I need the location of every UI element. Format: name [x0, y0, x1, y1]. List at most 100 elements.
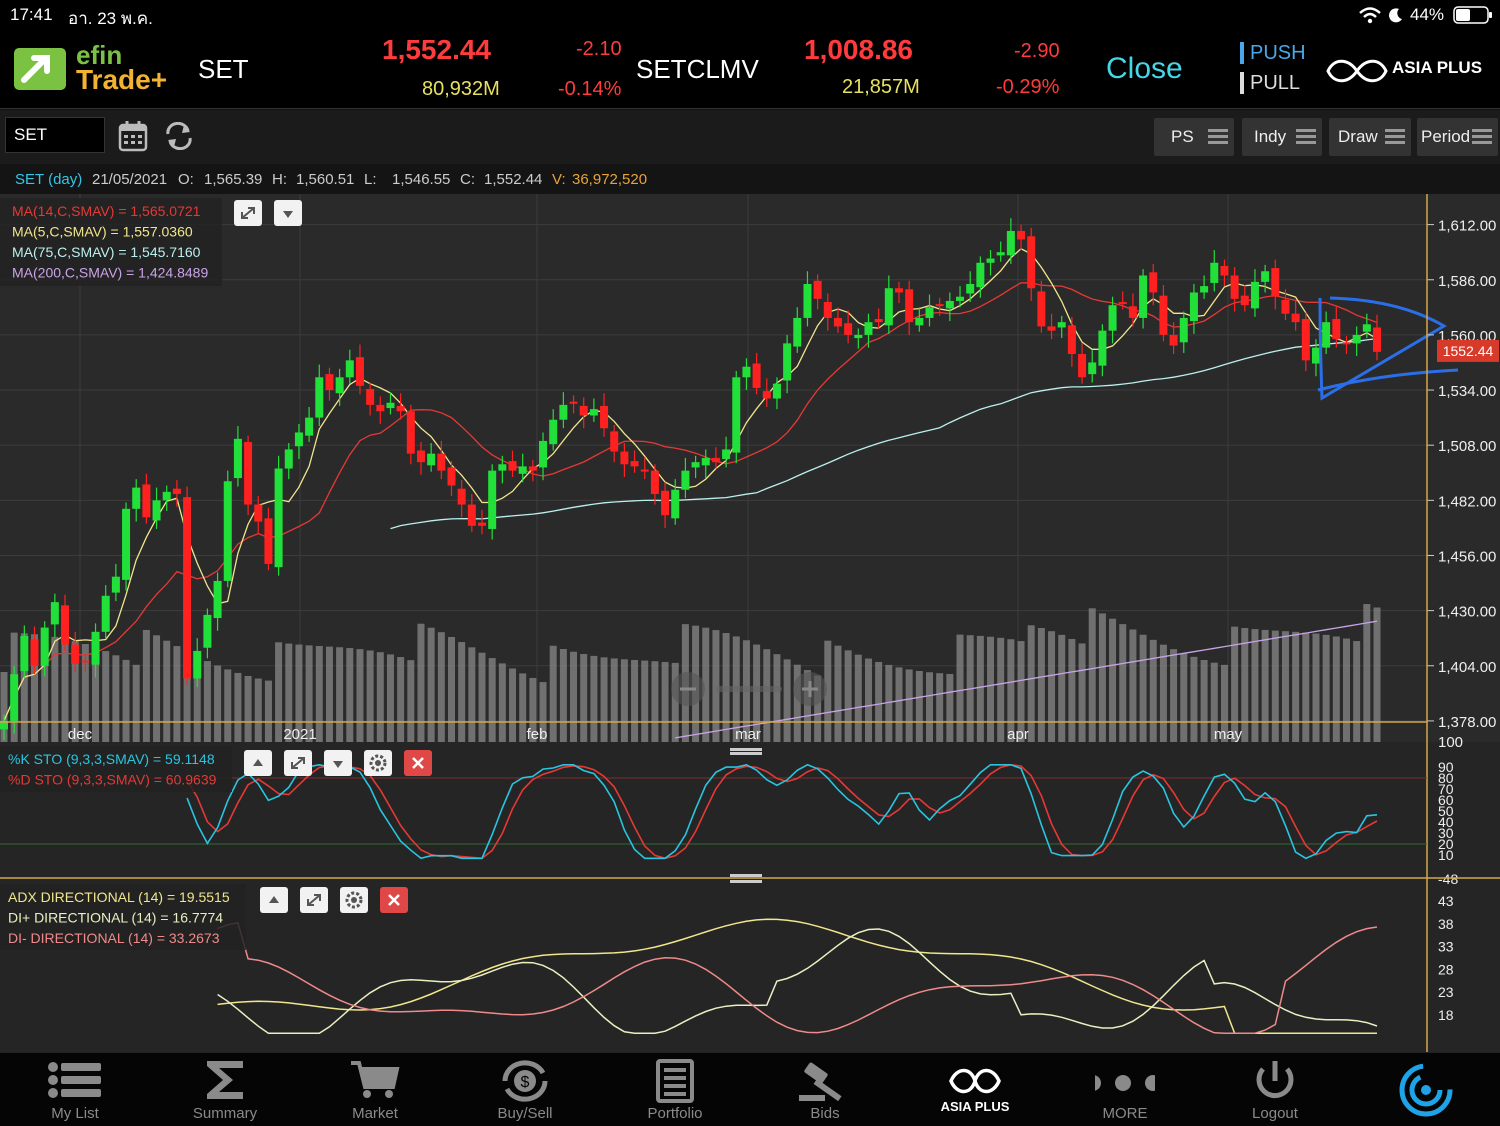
- adx-line: [217, 918, 1377, 1034]
- volume-bar: [529, 677, 537, 742]
- push-label[interactable]: PUSH: [1250, 42, 1306, 64]
- list-icon: [48, 1062, 101, 1098]
- ma-legend-item: MA(200,C,SMAV) = 1,424.8489: [12, 265, 208, 281]
- volume-bar: [590, 655, 598, 742]
- indy-button[interactable]: Indy: [1242, 118, 1322, 156]
- expand-main-button[interactable]: [234, 200, 262, 226]
- pull-label[interactable]: PULL: [1250, 72, 1301, 94]
- sto-up-button[interactable]: [244, 750, 272, 776]
- candle-body: [386, 402, 395, 409]
- volume-bar: [498, 663, 506, 742]
- sto-k-line: [186, 763, 1378, 860]
- symbol-input[interactable]: [5, 117, 105, 153]
- volume-bar: [519, 673, 527, 742]
- ps-button[interactable]: PS: [1154, 118, 1234, 156]
- broker-logo-text: ASIA PLUS: [1392, 58, 1483, 77]
- candle-body: [966, 283, 975, 294]
- refresh-icon[interactable]: [164, 122, 194, 150]
- candle-body: [193, 650, 202, 679]
- candle-body: [132, 487, 141, 509]
- sto-down-button[interactable]: [324, 750, 352, 776]
- period-button[interactable]: Period: [1417, 118, 1498, 156]
- wifi-icon: [1359, 7, 1381, 24]
- volume-bar: [763, 649, 771, 742]
- volume-bar: [346, 648, 354, 742]
- nav-asia-plus[interactable]: ASIA PLUS: [900, 1053, 1050, 1126]
- nav-bids[interactable]: Bids: [750, 1053, 900, 1126]
- volume-bar: [987, 636, 995, 742]
- volume-bar: [1363, 604, 1371, 742]
- ma-legend-item: MA(5,C,SMAV) = 1,557.0360: [12, 224, 193, 240]
- ohlc-high: 1,560.51: [296, 171, 355, 188]
- volume-bar: [41, 635, 49, 742]
- nav-portfolio[interactable]: Portfolio: [600, 1053, 750, 1126]
- candle-body: [1067, 325, 1076, 354]
- cart-icon: [351, 1061, 400, 1098]
- zoom-controls[interactable]: [671, 672, 827, 706]
- nav-more[interactable]: MORE: [1050, 1053, 1200, 1126]
- volume-bar: [1200, 659, 1208, 742]
- draw-button[interactable]: Draw: [1329, 118, 1411, 156]
- candle-body: [213, 580, 222, 619]
- candle-body: [539, 440, 548, 468]
- price-tick-label: 1,482.00: [1438, 493, 1496, 510]
- candle-body: [162, 491, 171, 501]
- adx-legend-item: ADX DIRECTIONAL (14) = 19.5515: [8, 889, 230, 905]
- volume-bar: [1027, 625, 1035, 742]
- candle-body: [91, 631, 100, 665]
- adx-background: [0, 880, 1500, 1052]
- ma-200-line: [675, 620, 1378, 739]
- arrow-down-icon: [283, 211, 293, 218]
- volume-bar: [1241, 628, 1249, 742]
- index2-name[interactable]: SETCLMV: [636, 54, 759, 84]
- adx-close-button[interactable]: [380, 887, 408, 913]
- assistant-icon[interactable]: [1396, 1063, 1456, 1117]
- resize-handle: [730, 880, 762, 883]
- candle-body: [610, 431, 619, 452]
- volume-bar: [112, 655, 120, 742]
- sto-settings-button[interactable]: [364, 750, 392, 776]
- volume-bar: [1037, 628, 1045, 742]
- adx-settings-button[interactable]: [340, 887, 368, 913]
- sto-expand-button[interactable]: [284, 750, 312, 776]
- volume-bar: [926, 672, 934, 742]
- candle-body: [833, 317, 842, 327]
- adx-up-button[interactable]: [260, 887, 288, 913]
- volume-bar: [417, 623, 425, 742]
- candle-body: [71, 644, 80, 664]
- index1-name[interactable]: SET: [198, 54, 249, 84]
- candle-body: [508, 461, 517, 471]
- nav-my-list[interactable]: My List: [0, 1053, 150, 1126]
- ohlc-close-label: C:: [460, 171, 475, 188]
- volume-bar: [620, 659, 628, 742]
- volume-bar: [81, 644, 89, 742]
- nav-buy-sell[interactable]: $ Buy/Sell: [450, 1053, 600, 1126]
- candle-body: [569, 401, 578, 404]
- candle-body: [1027, 236, 1036, 289]
- price-chart[interactable]: 1,612.001,586.001,560.001,534.001,508.00…: [0, 194, 1500, 1052]
- candle-body: [528, 466, 537, 471]
- candle-body: [1159, 295, 1168, 335]
- candle-body: [1149, 272, 1158, 293]
- candle-body: [742, 366, 751, 378]
- nav-logout[interactable]: Logout: [1200, 1053, 1350, 1126]
- index2-value: 1,008.86: [804, 34, 913, 65]
- sto-close-button[interactable]: [404, 750, 432, 776]
- volume-bar: [397, 657, 405, 742]
- move-down-main-button[interactable]: [274, 200, 302, 226]
- volume-bar: [915, 671, 923, 742]
- nav-market[interactable]: Market: [300, 1053, 450, 1126]
- candle-body: [396, 405, 405, 412]
- volume-bar: [580, 654, 588, 742]
- candle-body: [711, 457, 720, 463]
- nav-summary[interactable]: Summary: [150, 1053, 300, 1126]
- calendar-icon[interactable]: [118, 120, 148, 152]
- index1-volume: 80,932M: [422, 78, 500, 100]
- candle-body: [498, 464, 507, 471]
- sto-legend-item: %D STO (9,3,3,SMAV) = 60.9639: [8, 772, 217, 788]
- candle-body: [722, 449, 731, 459]
- volume-bar: [814, 675, 822, 742]
- volume-bar: [224, 669, 232, 742]
- adx-expand-button[interactable]: [300, 887, 328, 913]
- power-icon: [1256, 1061, 1294, 1099]
